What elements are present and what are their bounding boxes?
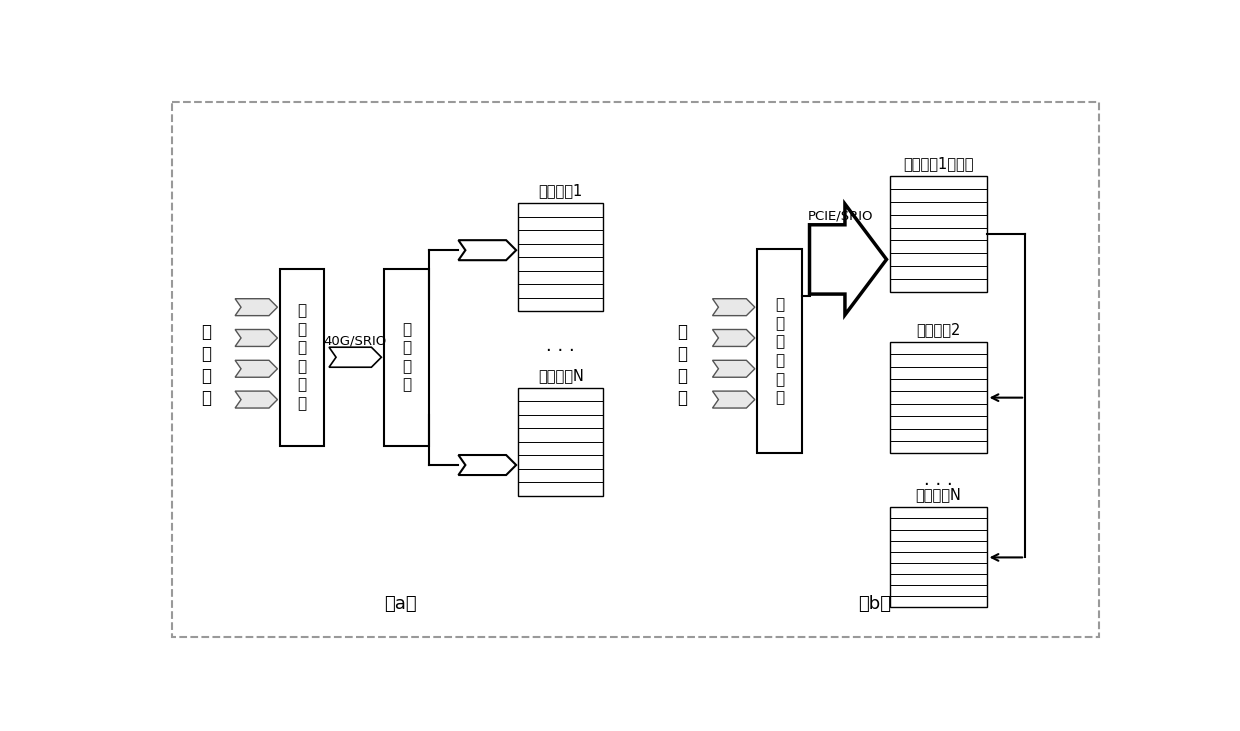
Text: 计算模块2: 计算模块2: [916, 322, 961, 337]
Polygon shape: [713, 299, 755, 316]
Polygon shape: [236, 330, 278, 346]
Polygon shape: [236, 360, 278, 377]
Polygon shape: [329, 347, 382, 367]
Text: 计算模块N: 计算模块N: [915, 488, 961, 502]
Polygon shape: [459, 240, 516, 260]
Polygon shape: [236, 299, 278, 316]
Text: 数
据
接
口
模
块: 数 据 接 口 模 块: [775, 298, 784, 406]
Text: . . .: . . .: [924, 471, 952, 490]
Bar: [758, 249, 802, 453]
Text: 40G/SRIO: 40G/SRIO: [324, 335, 387, 347]
Polygon shape: [810, 204, 887, 315]
Polygon shape: [459, 455, 516, 475]
Bar: [890, 507, 987, 607]
Bar: [384, 269, 429, 446]
Polygon shape: [713, 330, 755, 346]
Polygon shape: [236, 391, 278, 408]
Bar: [518, 388, 603, 496]
Bar: [518, 203, 603, 311]
Text: 光
线
数
据: 光 线 数 据: [677, 322, 687, 407]
Text: 光
线
数
据: 光 线 数 据: [201, 322, 211, 407]
Text: 计算模块1: 计算模块1: [538, 183, 583, 198]
Text: . . .: . . .: [547, 337, 575, 355]
Bar: [890, 342, 987, 453]
Text: 数
据
接
口
模
块: 数 据 接 口 模 块: [298, 303, 306, 412]
Text: 计算模块N: 计算模块N: [538, 368, 584, 383]
Polygon shape: [713, 391, 755, 408]
Text: （b）: （b）: [858, 594, 890, 613]
Text: 交
换
模
块: 交 换 模 块: [402, 322, 412, 393]
Text: PCIE/SRIO: PCIE/SRIO: [807, 209, 873, 222]
Bar: [280, 269, 325, 446]
Polygon shape: [713, 360, 755, 377]
Text: （a）: （a）: [384, 594, 417, 613]
Text: 计算模块1（主）: 计算模块1（主）: [903, 156, 973, 172]
Bar: [890, 176, 987, 292]
